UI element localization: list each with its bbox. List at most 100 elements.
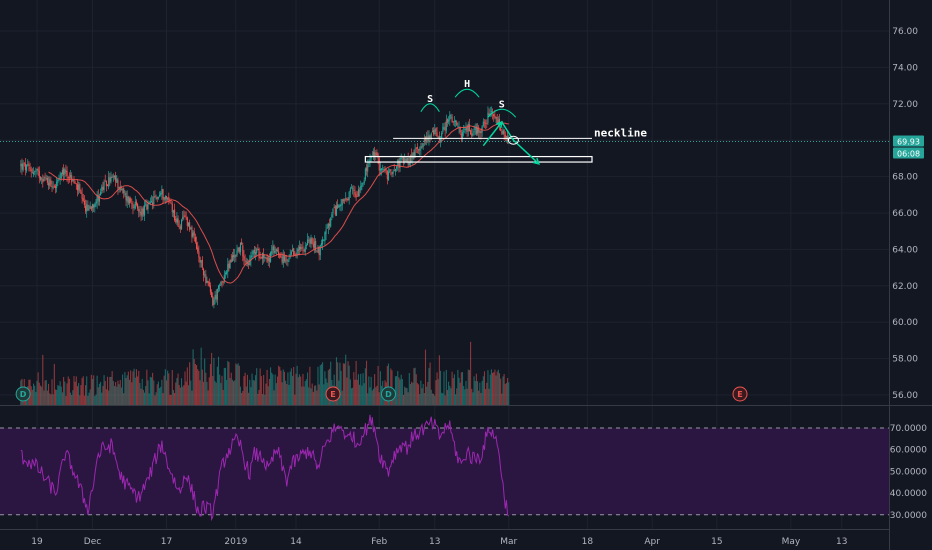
candle-body [213,299,215,305]
candle-body [288,257,290,260]
candle-body [155,198,157,199]
candle-body [250,255,252,261]
volume-bar [390,368,392,405]
volume-bar [176,378,178,405]
volume-bar [111,371,113,405]
earnings-badge[interactable]: E [325,386,341,402]
volume-bar [37,372,39,405]
candle-body [271,251,273,254]
right-shoulder-arc [487,108,517,118]
price-tick-label: 72.00 [892,100,918,110]
volume-bar [293,367,295,405]
volume-bar [376,385,378,405]
candle-body [500,127,502,131]
volume-bar [231,379,233,405]
candle-body [383,169,385,171]
candle-body [157,196,159,199]
volume-bar [35,391,37,405]
volume-bar [214,381,216,405]
candle-body [471,133,473,137]
dividend-badge[interactable]: D [15,386,31,402]
candle-body [180,219,183,230]
volume-bar [476,381,479,405]
candle-body [214,294,216,300]
price-tick-label: 58.00 [892,355,918,365]
candle-body [196,242,198,249]
candle-body [291,249,294,252]
volume-bar [488,388,490,405]
candle-body [28,164,30,167]
dividend-badge[interactable]: D [381,386,396,402]
volume-bar [430,389,432,405]
candle-body [80,191,82,194]
volume-bar [446,389,449,405]
candle-body [305,244,307,246]
candle-body [505,135,507,138]
volume-bar [202,381,205,405]
volume-bar [386,365,388,405]
volume-bar [50,394,52,405]
rsi-axis[interactable]: 70.0000 60.0000 50.0000 40.0000 30.0000 [890,424,927,521]
volume-bar [353,372,355,405]
candle-body [496,116,498,124]
volume-bar [305,379,307,405]
volume-bar [220,383,222,405]
volume-bar [212,375,214,405]
candle-body [150,201,153,202]
candle-body [323,239,325,241]
candle-body [178,226,180,228]
candle-body [179,226,181,229]
candle-body [470,130,472,135]
volume-bar [194,363,196,405]
rsi-tick-label: 60.0000 [890,446,927,456]
price-tick-label: 74.00 [892,63,918,73]
volume-bar [435,380,437,405]
volume-bar [32,383,35,405]
candle-body [345,198,347,200]
candle-body [264,257,266,259]
volume-bar [311,383,313,405]
candle-body [459,127,461,133]
volume-bar [192,349,194,405]
projection-path[interactable] [482,120,540,165]
candle-body [362,182,364,184]
volume-bar [286,384,288,405]
volume-bar [235,363,237,405]
candle-body [233,254,235,258]
candle-body [41,178,43,180]
earnings-badge[interactable]: E [732,386,748,402]
volume-bar [339,362,341,405]
candle-body [302,246,304,249]
volume-bar [243,376,245,405]
candle-body [320,243,322,246]
candle-body [110,176,112,182]
candle-body [435,127,437,132]
candle-body [111,177,113,178]
time-axis[interactable]: 19 Dec 17 2019 14 Feb 13 Mar 18 Apr 15 May 13 [31,537,847,547]
volume-bar [431,393,433,405]
candle-body [420,146,422,150]
candle-body [404,158,406,163]
candle-body [204,274,206,276]
candle-body [52,187,54,188]
candle-body [174,209,176,221]
candle-body [394,168,396,172]
volume-bar [54,389,57,405]
volume-bar [273,390,275,405]
candle-body [455,120,457,123]
volume-bar [200,347,202,405]
candle-body [57,179,59,183]
candle-body [201,259,203,268]
target-box[interactable] [364,155,593,163]
volume-bar [191,390,193,405]
candle-body [49,179,51,186]
candle-body [172,210,174,213]
badge-circle [325,386,341,402]
volume-bar [135,369,137,405]
volume-bar [345,354,347,405]
volume-bar [494,369,496,405]
candle-body [405,159,407,162]
volume-bar [436,372,438,405]
volume-bar [263,375,265,405]
candle-body [342,199,344,201]
